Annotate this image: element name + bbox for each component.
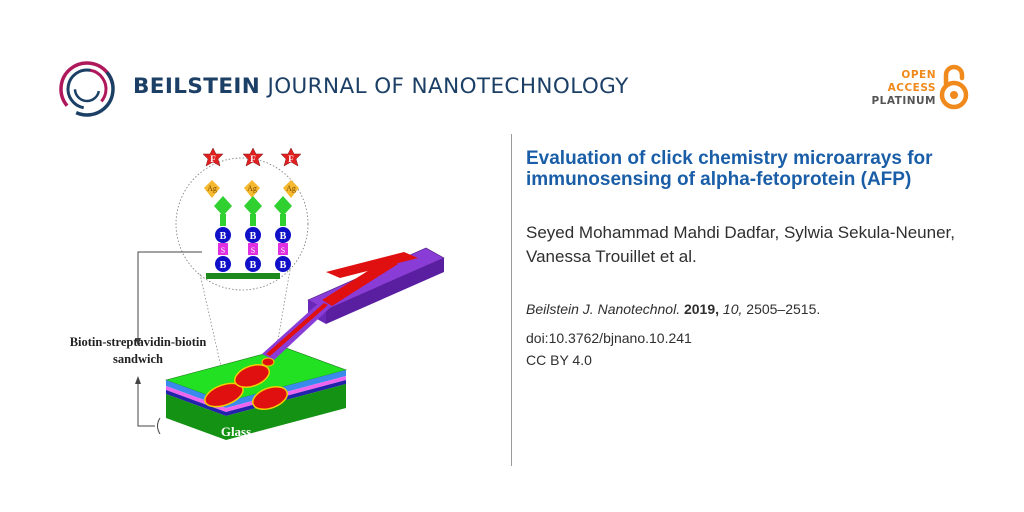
journal-name-light: JOURNAL OF NANOTECHNOLOGY [267,74,629,99]
magnify-circle [175,157,309,291]
citation-journal: Beilstein J. Nanotechnol. [526,301,681,317]
journal-name-bold: BEILSTEIN [133,74,261,99]
sandwich-label-line1: Biotin-streptavidin-biotin [70,335,207,349]
antigen-shape: Ag [204,180,220,198]
open-access-line3: PLATINUM [871,95,936,107]
s-label: S [221,246,225,255]
fluorophore-star-icon: F [202,147,224,167]
article-title[interactable]: Evaluation of click chemistry microarray… [526,148,933,190]
s-label: S [251,246,255,255]
b-label: B [280,260,287,271]
open-access-line2: ACCESS [887,82,936,94]
b-label: B [250,260,257,271]
citation-volume: 10, [722,301,743,317]
article-authors: Seyed Mohammad Mahdi Dadfar, Sylwia Seku… [526,223,955,266]
open-access-lock-icon [939,64,969,110]
citation-pages: 2505–2515. [746,301,821,317]
ag-label: Ag [286,184,296,193]
fluorophore-star-icon: F [280,147,302,167]
ag-label: Ag [207,184,217,193]
b-label: B [220,260,227,271]
f-label: F [210,154,216,164]
f-label: F [250,154,256,164]
antigen-shape: Ag [283,180,299,198]
graphical-abstract: F F F Ag Ag Ag [70,147,445,440]
article-license[interactable]: CC BY 4.0 [526,352,592,368]
vertical-divider [511,134,512,466]
molecule-stacks: F F F Ag Ag Ag [202,147,302,279]
beilstein-logo-icon [59,61,115,117]
citation-year: 2019, [683,301,720,317]
s-label: S [281,246,285,255]
article-citation: Beilstein J. Nanotechnol. 2019, 10, 2505… [526,301,820,317]
article-doi[interactable]: doi:10.3762/bjnano.10.241 [526,330,692,346]
journal-name[interactable]: BEILSTEIN JOURNAL OF NANOTECHNOLOGY [133,74,629,99]
f-label: F [288,154,294,164]
fluorophore-star-icon: F [242,147,264,167]
glass-slab: Glass [165,347,347,440]
b-label: B [250,231,257,242]
ag-label: Ag [247,184,257,193]
glass-label: Glass [221,424,251,439]
b-label: B [220,231,227,242]
sandwich-label-line2: sandwich [113,352,163,366]
antigen-shape: Ag [244,180,260,198]
b-label: B [280,231,287,242]
open-access-label: OPEN ACCESS PLATINUM [871,69,936,108]
open-access-line1: OPEN [901,69,936,81]
cantilever [261,247,445,367]
